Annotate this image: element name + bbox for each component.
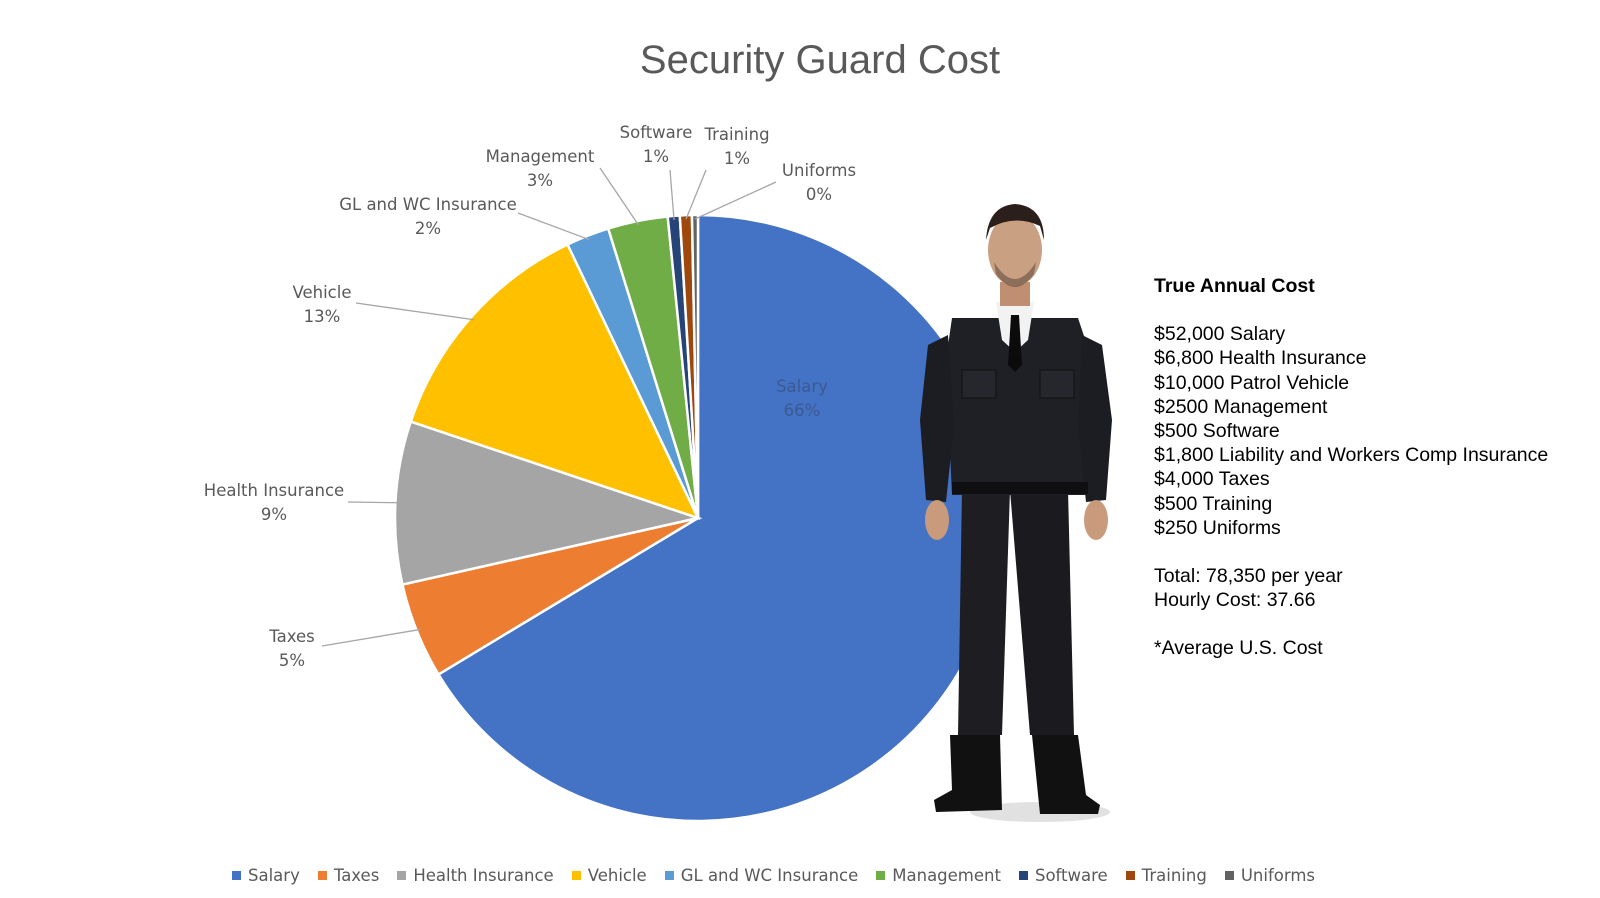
data-label-value: 1% xyxy=(643,147,669,166)
security-guard-photo xyxy=(920,204,1112,822)
legend-item: Training xyxy=(1125,865,1207,885)
legend-label: Vehicle xyxy=(587,865,647,885)
legend-swatch xyxy=(397,870,407,880)
leader-line xyxy=(669,169,675,221)
legend-label: GL and WC Insurance xyxy=(680,865,859,885)
legend-item: Software xyxy=(1018,865,1108,885)
pie-slice-vehicle xyxy=(409,242,701,521)
legend-swatch xyxy=(1125,870,1135,880)
info-item: $500 Training xyxy=(1154,492,1273,515)
legend-label: Training xyxy=(1141,865,1207,885)
legend-item: Salary xyxy=(232,866,300,885)
leader-line xyxy=(321,628,421,647)
data-label-value: 13% xyxy=(304,307,341,326)
data-label: Health Insurance 9% xyxy=(204,481,344,524)
data-label: GL and WC Insurance 2% xyxy=(339,195,517,238)
data-label-name: Software xyxy=(620,123,693,142)
data-label-value: 9% xyxy=(261,505,287,524)
info-item: $250 Uniforms xyxy=(1154,516,1281,539)
data-label: Training 1% xyxy=(703,125,769,168)
data-label-name: Management xyxy=(486,147,595,166)
data-label-value: 66% xyxy=(784,401,821,420)
info-item: $6,800 Health Insurance xyxy=(1154,347,1367,370)
info-heading: True Annual Cost xyxy=(1154,275,1315,297)
info-total: Total: 78,350 per year xyxy=(1154,565,1343,588)
data-label-name: Training xyxy=(703,125,769,144)
info-item: $10,000 Patrol Vehicle xyxy=(1154,371,1350,394)
info-item: $1,800 Liability and Workers Comp Insura… xyxy=(1154,444,1549,467)
legend-swatch xyxy=(1018,870,1028,880)
leader-line xyxy=(347,501,400,504)
legend-item: Taxes xyxy=(317,865,380,885)
info-item: $500 Software xyxy=(1154,420,1280,443)
info-panel: True Annual Cost $52,000 Salary $6,800 H… xyxy=(1154,274,1594,661)
legend-item: Health Insurance xyxy=(397,865,554,885)
info-item: $2500 Management xyxy=(1154,395,1328,418)
legend-item: Vehicle xyxy=(571,865,647,885)
data-label-value: 5% xyxy=(279,651,305,670)
legend-label: Taxes xyxy=(333,865,380,885)
legend-swatch xyxy=(232,870,241,880)
legend-swatch xyxy=(571,870,581,880)
data-label-name: Health Insurance xyxy=(204,481,344,500)
data-label-value: 0% xyxy=(806,185,832,204)
legend-label: Management xyxy=(892,865,1001,885)
legend-label: Software xyxy=(1034,865,1108,885)
info-hourly: Hourly Cost: 37.66 xyxy=(1154,589,1316,612)
data-label-name: Salary xyxy=(776,377,828,396)
data-label-value: 3% xyxy=(527,171,553,190)
leader-line xyxy=(599,167,639,226)
data-label-name: Vehicle xyxy=(292,283,351,302)
data-label-value: 1% xyxy=(724,149,750,168)
legend-label: Salary xyxy=(248,865,300,885)
legend-swatch xyxy=(317,870,327,880)
legend-swatch xyxy=(1224,870,1234,880)
pie-slice-uniforms xyxy=(690,213,700,519)
leader-line xyxy=(355,302,475,321)
legend-swatch xyxy=(876,870,886,880)
leader-line xyxy=(685,169,707,220)
chart-legend: Salary Taxes Health Insurance Vehicle GL and… xyxy=(232,864,1333,886)
data-label: Taxes 5% xyxy=(268,627,314,670)
info-item: $52,000 Salary xyxy=(1154,323,1286,346)
data-label-name: GL and WC Insurance xyxy=(339,195,517,214)
legend-label: Health Insurance xyxy=(413,865,554,885)
leader-line xyxy=(517,212,590,241)
legend-item: Management xyxy=(876,866,1001,885)
legend-item: Uniforms xyxy=(1224,865,1316,885)
info-note: *Average U.S. Cost xyxy=(1154,637,1323,660)
legend-label: Uniforms xyxy=(1240,865,1316,885)
data-label: Software 1% xyxy=(620,123,693,166)
legend-item: GL and WC Insurance xyxy=(664,865,859,885)
data-label-value: 2% xyxy=(415,219,441,238)
leader-line xyxy=(694,181,777,220)
chart-title: Security Guard Cost xyxy=(639,38,1001,82)
legend-swatch xyxy=(664,870,674,880)
data-label-name: Uniforms xyxy=(782,161,856,180)
data-label-name: Taxes xyxy=(268,627,314,646)
data-label: Uniforms 0% xyxy=(782,161,856,204)
data-label: Salary 66% xyxy=(776,377,828,420)
data-label: Management 3% xyxy=(486,147,595,190)
info-item: $4,000 Taxes xyxy=(1154,468,1270,491)
data-label: Vehicle 13% xyxy=(292,283,351,326)
